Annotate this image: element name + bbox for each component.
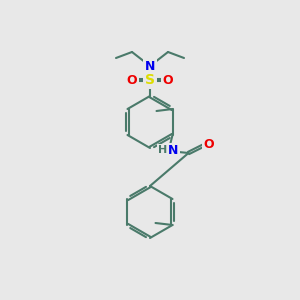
Text: O: O <box>203 139 214 152</box>
Text: H: H <box>158 145 167 155</box>
Text: N: N <box>145 59 155 73</box>
Text: O: O <box>127 74 137 86</box>
Text: S: S <box>145 73 155 87</box>
Text: O: O <box>163 74 173 86</box>
Text: N: N <box>168 145 179 158</box>
